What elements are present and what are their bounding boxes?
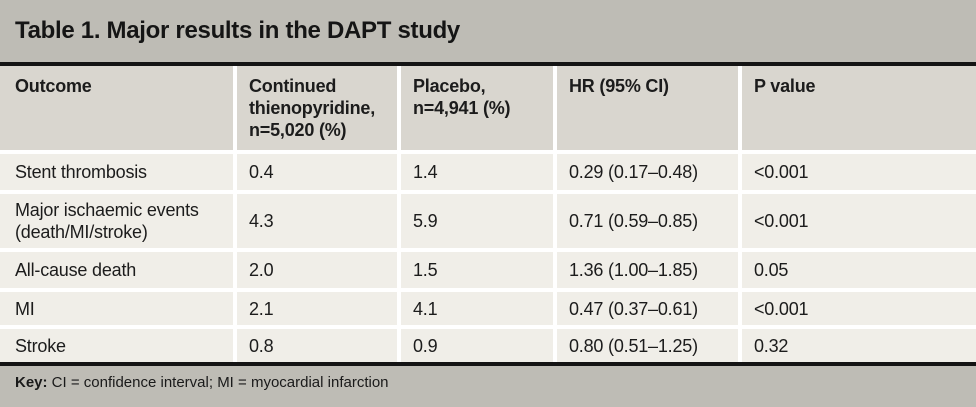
table-row-stroke: Stroke 0.8 0.9 0.80 (0.51–1.25) 0.32 (0, 329, 976, 362)
cell-hr: 0.80 (0.51–1.25) (557, 329, 738, 362)
cell-placebo: 4.1 (401, 292, 553, 325)
cell-p-value: <0.001 (742, 154, 976, 190)
table-key: Key: CI = confidence interval; MI = myoc… (0, 366, 976, 407)
cell-outcome: Stroke (0, 329, 233, 362)
table-row-stent-thrombosis: Stent thrombosis 0.4 1.4 0.29 (0.17–0.48… (0, 154, 976, 190)
col-header-p-value: P value (742, 66, 976, 150)
cell-placebo: 1.5 (401, 252, 553, 288)
table-row-mi: MI 2.1 4.1 0.47 (0.37–0.61) <0.001 (0, 292, 976, 325)
cell-placebo: 1.4 (401, 154, 553, 190)
cell-outcome: MI (0, 292, 233, 325)
cell-hr: 0.71 (0.59–0.85) (557, 194, 738, 248)
table-row-all-cause-death: All-cause death 2.0 1.5 1.36 (1.00–1.85)… (0, 252, 976, 288)
cell-p-value: 0.05 (742, 252, 976, 288)
cell-hr: 0.47 (0.37–0.61) (557, 292, 738, 325)
cell-p-value: <0.001 (742, 292, 976, 325)
col-header-outcome: Outcome (0, 66, 233, 150)
table-row-major-ischaemic-events: Major ischaemic events (death/MI/stroke)… (0, 194, 976, 248)
cell-outcome: Stent thrombosis (0, 154, 233, 190)
cell-p-value: <0.001 (742, 194, 976, 248)
cell-placebo: 5.9 (401, 194, 553, 248)
results-table: Outcome Continued thienopyridine, n=5,02… (0, 66, 976, 362)
cell-continued: 4.3 (237, 194, 397, 248)
top-rule (0, 62, 976, 66)
key-text: CI = confidence interval; MI = myocardia… (47, 374, 389, 391)
table-header-row: Outcome Continued thienopyridine, n=5,02… (0, 66, 976, 150)
cell-continued: 2.0 (237, 252, 397, 288)
table-title-bar: Table 1. Major results in the DAPT study (0, 0, 976, 62)
col-header-placebo: Placebo, n=4,941 (%) (401, 66, 553, 150)
cell-hr: 1.36 (1.00–1.85) (557, 252, 738, 288)
col-header-hr-ci: HR (95% CI) (557, 66, 738, 150)
cell-outcome: Major ischaemic events (death/MI/stroke) (0, 194, 233, 248)
table-title: Table 1. Major results in the DAPT study (15, 17, 460, 44)
cell-p-value: 0.32 (742, 329, 976, 362)
cell-continued: 0.8 (237, 329, 397, 362)
cell-continued: 0.4 (237, 154, 397, 190)
cell-outcome: All-cause death (0, 252, 233, 288)
cell-hr: 0.29 (0.17–0.48) (557, 154, 738, 190)
cell-continued: 2.1 (237, 292, 397, 325)
cell-placebo: 0.9 (401, 329, 553, 362)
bottom-rule (0, 362, 976, 366)
col-header-continued-thienopyridine: Continued thienopyridine, n=5,020 (%) (237, 66, 397, 150)
key-label: Key: (15, 374, 48, 391)
